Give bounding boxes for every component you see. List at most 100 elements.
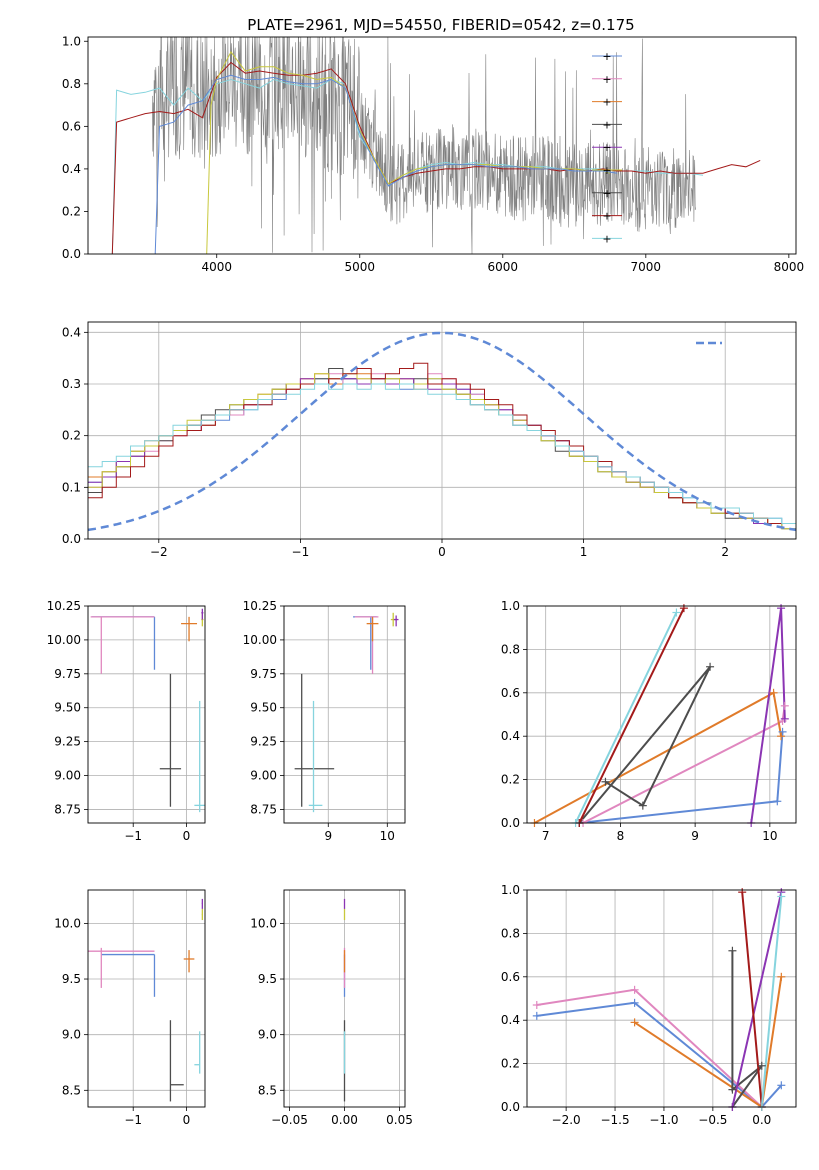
- legend-marker-7: +: [602, 210, 611, 223]
- mass-vs-ebv-panel: −0.05 0.00 0.05 8.5 9.0 9.5 10.0: [250, 889, 413, 1127]
- age-vs-z-xtick-label: 0: [183, 829, 191, 843]
- weight-vs-age-ytick-label: 0.2: [501, 773, 520, 787]
- spectrum-ytick-label: 1.0: [62, 34, 81, 48]
- weight-vs-z-ytick-label: 0.0: [501, 1100, 520, 1114]
- figure-title: PLATE=2961, MJD=54550, FIBERID=0542, z=0…: [247, 16, 634, 34]
- weight-line-kroupa-stelib: [760, 896, 783, 1107]
- age-vs-z-ytick-label: 9.50: [54, 701, 81, 715]
- mass-vs-ebv-xtick-label: −0.05: [271, 1113, 308, 1127]
- legend-marker-6: +: [602, 187, 611, 200]
- model-curve-salpeter-stelib: [111, 61, 761, 254]
- weight-vs-age-ytick-label: 0.0: [501, 816, 520, 830]
- legend-marker-3: +: [602, 118, 611, 131]
- weight-vs-age-ytick-label: 1.0: [501, 599, 520, 613]
- mass-vs-z-plot-area: [88, 898, 203, 1102]
- residual-distribution-ytick-label: 0.0: [62, 532, 81, 546]
- mass-vs-z-xtick-label: −1: [124, 1113, 142, 1127]
- age-vs-z-frame: [87, 605, 206, 824]
- mass-vs-z-ytick-label: 9.0: [62, 1028, 81, 1042]
- age-vs-mass-frame: [283, 605, 406, 824]
- weight-vs-age-xtick-label: 10: [762, 829, 777, 843]
- legend-marker-4: +: [602, 141, 611, 154]
- weight-vs-age-xtick-label: 7: [542, 829, 550, 843]
- weight-line-chabrier-elodie: [578, 666, 711, 823]
- age-vs-mass-xtick-label: 10: [380, 829, 395, 843]
- model-curve-chabrier-miles: [154, 74, 618, 254]
- spectrum-xtick-label: 8000: [774, 260, 805, 274]
- spectrum-ytick-label: 0.6: [62, 119, 81, 133]
- weight-vs-age-ytick-label: 0.8: [501, 642, 520, 656]
- residual-distribution-frame: [87, 321, 797, 540]
- mass-vs-ebv-xtick-label: 0.00: [331, 1113, 358, 1127]
- data-spectrum-line: [152, 37, 696, 254]
- weight-vs-age-frame: [526, 605, 797, 824]
- histogram-kroupa-stelib: [88, 383, 796, 524]
- spectrum-xtick-label: 4000: [201, 260, 232, 274]
- age-vs-mass-xtick-label: 9: [324, 829, 332, 843]
- weight-vs-z-ytick-label: 1.0: [501, 883, 520, 897]
- spectrum-panel: 4000 5000 6000 7000 8000 0.0 0.2 0.4 0.6 0.8 1.0 + +…: [62, 34, 804, 274]
- age-vs-z-ytick-label: 10.25: [47, 599, 81, 613]
- weight-vs-z-panel: −2.0 −1.5 −1.0 −0.5 0.0 0.0 0.2 0.4 0.6 0.8 1.0: [501, 883, 797, 1127]
- weight-line-salpeter-stelib: [741, 892, 763, 1107]
- legend-marker-8: +: [602, 232, 611, 245]
- weight-vs-age-ytick-label: 0.4: [501, 729, 520, 743]
- age-vs-z-ytick-label: 9.25: [54, 735, 81, 749]
- weight-vs-z-ytick-label: 0.6: [501, 970, 520, 984]
- age-vs-mass-plot-area: [294, 612, 399, 813]
- mass-vs-z-ytick-label: 10.0: [54, 916, 81, 930]
- spectrum-ytick-label: 0.4: [62, 162, 81, 176]
- residual-distribution-ytick-label: 0.2: [62, 429, 81, 443]
- spectrum-ytick-label: 0.8: [62, 77, 81, 91]
- weight-vs-z-xtick-label: −0.5: [698, 1113, 727, 1127]
- age-vs-mass-ytick-label: 9.75: [250, 667, 277, 681]
- legend-marker-0: +: [602, 50, 611, 63]
- age-vs-z-ytick-label: 8.75: [54, 802, 81, 816]
- age-vs-mass-ytick-label: 9.25: [250, 735, 277, 749]
- weight-vs-age-panel: 7 8 9 10 0.0 0.2 0.4 0.6 0.8 1.0: [501, 599, 797, 843]
- weight-vs-z-frame: [526, 889, 797, 1108]
- residual-distribution-xtick-label: 0: [438, 545, 446, 559]
- residual-distribution-xtick-label: 1: [580, 545, 588, 559]
- weight-vs-z-xtick-label: −1.5: [600, 1113, 629, 1127]
- legend-marker-5: +: [602, 164, 611, 177]
- weight-vs-age-xtick-label: 9: [691, 829, 699, 843]
- age-vs-z-ytick-label: 10.00: [47, 633, 81, 647]
- spectrum-xtick-label: 7000: [631, 260, 662, 274]
- weight-vs-z-plot-area: [536, 891, 783, 1107]
- mass-vs-z-ytick-label: 8.5: [62, 1083, 81, 1097]
- mass-vs-ebv-frame: [283, 889, 406, 1108]
- residual-distribution-xtick-label: 2: [721, 545, 729, 559]
- mass-vs-z-panel: −1 0 8.5 9.0 9.5 10.0: [54, 889, 206, 1127]
- spectrum-ytick-label: 0.0: [62, 247, 81, 261]
- legend-marker-2: +: [602, 96, 611, 109]
- weight-line-chabrier-miles: [536, 1001, 783, 1107]
- mass-vs-ebv-ytick-label: 8.5: [258, 1083, 277, 1097]
- mass-vs-ebv-ytick-label: 10.0: [250, 916, 277, 930]
- age-vs-z-plot-area: [90, 608, 205, 813]
- residual-distribution-plot-area: [88, 331, 796, 532]
- spectrum-xtick-label: 5000: [344, 260, 375, 274]
- spectrum-plot-area: [111, 37, 761, 254]
- age-vs-z-ytick-label: 9.75: [54, 667, 81, 681]
- weight-vs-z-xtick-label: −2.0: [552, 1113, 581, 1127]
- spectrum-xtick-label: 6000: [488, 260, 519, 274]
- mass-vs-ebv-ytick-label: 9.5: [258, 972, 277, 986]
- residual-distribution-panel: −2 −1 0 1 2 0.0 0.1 0.2 0.3 0.4: [62, 321, 797, 559]
- mass-vs-ebv-ytick-label: 9.0: [258, 1028, 277, 1042]
- residual-distribution-ytick-label: 0.4: [62, 325, 81, 339]
- weight-vs-z-ytick-label: 0.8: [501, 926, 520, 940]
- age-vs-mass-panel: 9 10 8.75 9.00 9.25 9.50 9.75 10.00 10.25: [243, 599, 406, 843]
- mass-vs-z-frame: [87, 889, 206, 1108]
- mass-vs-z-ytick-label: 9.5: [62, 972, 81, 986]
- age-vs-z-xtick-label: −1: [124, 829, 142, 843]
- weight-vs-z-xtick-label: −1.0: [649, 1113, 678, 1127]
- age-vs-z-ytick-label: 9.00: [54, 769, 81, 783]
- age-vs-mass-ytick-label: 9.50: [250, 701, 277, 715]
- legend-marker-1: +: [602, 73, 611, 86]
- spectrum-ytick-label: 0.2: [62, 204, 81, 218]
- weight-vs-z-ytick-label: 0.4: [501, 1013, 520, 1027]
- weight-line-chabrier-elodie: [731, 950, 763, 1107]
- weight-line-kroupa-stelib: [574, 612, 678, 823]
